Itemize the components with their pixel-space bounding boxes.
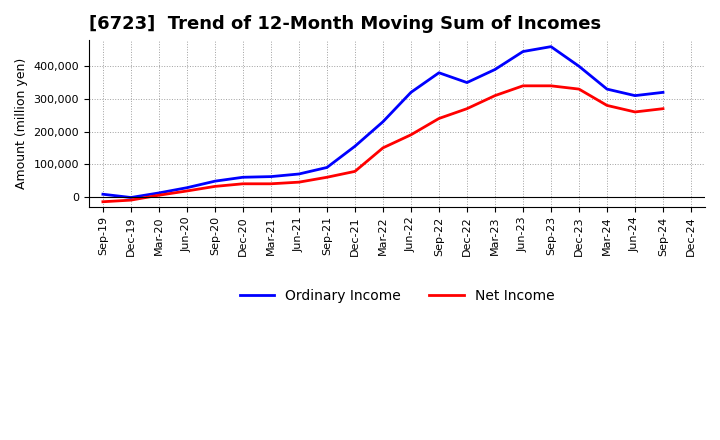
Net Income [211, 184, 220, 189]
Ordinary Income [603, 86, 611, 92]
Ordinary Income [631, 93, 639, 98]
Net Income [575, 86, 583, 92]
Ordinary Income [435, 70, 444, 75]
Ordinary Income [546, 44, 555, 49]
Ordinary Income [407, 90, 415, 95]
Line: Ordinary Income: Ordinary Income [103, 47, 663, 198]
Net Income [238, 181, 247, 187]
Legend: Ordinary Income, Net Income: Ordinary Income, Net Income [234, 283, 560, 308]
Y-axis label: Amount (million yen): Amount (million yen) [15, 58, 28, 189]
Ordinary Income [266, 174, 275, 179]
Ordinary Income [211, 179, 220, 184]
Text: [6723]  Trend of 12-Month Moving Sum of Incomes: [6723] Trend of 12-Month Moving Sum of I… [89, 15, 601, 33]
Ordinary Income [323, 165, 331, 170]
Ordinary Income [575, 64, 583, 69]
Net Income [490, 93, 499, 98]
Ordinary Income [155, 190, 163, 195]
Ordinary Income [127, 195, 135, 200]
Net Income [518, 83, 527, 88]
Net Income [127, 198, 135, 203]
Net Income [294, 180, 303, 185]
Ordinary Income [99, 191, 107, 197]
Net Income [323, 175, 331, 180]
Ordinary Income [518, 49, 527, 54]
Ordinary Income [351, 143, 359, 149]
Net Income [155, 193, 163, 198]
Net Income [603, 103, 611, 108]
Line: Net Income: Net Income [103, 86, 663, 202]
Net Income [407, 132, 415, 137]
Ordinary Income [294, 171, 303, 176]
Ordinary Income [490, 67, 499, 72]
Ordinary Income [659, 90, 667, 95]
Ordinary Income [463, 80, 472, 85]
Ordinary Income [379, 119, 387, 125]
Net Income [351, 169, 359, 174]
Net Income [631, 109, 639, 114]
Net Income [435, 116, 444, 121]
Net Income [546, 83, 555, 88]
Net Income [183, 188, 192, 194]
Net Income [99, 199, 107, 205]
Net Income [266, 181, 275, 187]
Net Income [379, 145, 387, 150]
Net Income [463, 106, 472, 111]
Ordinary Income [183, 185, 192, 191]
Net Income [659, 106, 667, 111]
Ordinary Income [238, 175, 247, 180]
